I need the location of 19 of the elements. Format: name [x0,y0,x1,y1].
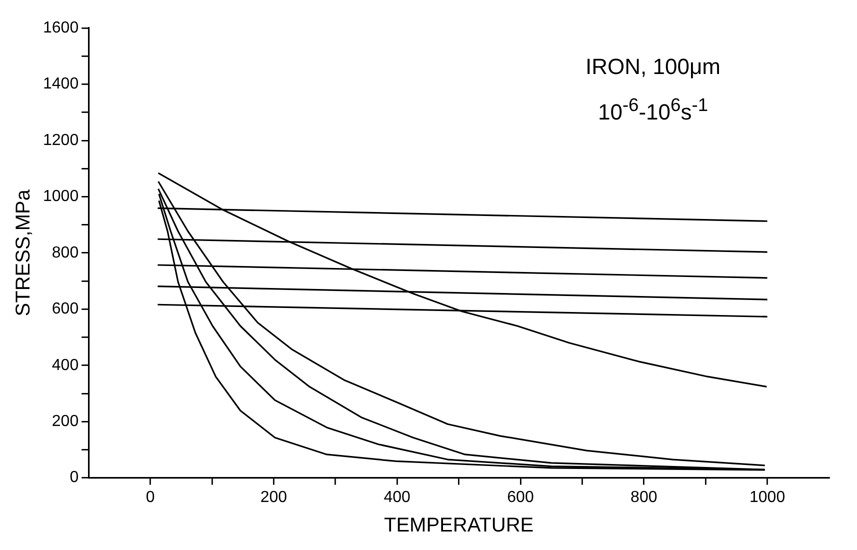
annotation: 10$^{-6}$-10$^{6}$s$^{-1}$ [596,93,710,126]
x-axis-title: TEMPERATURE [384,514,534,537]
y-tick-label: 1000 [43,188,79,206]
y-tick-label: 0 [70,469,79,486]
x-tick-label: 600 [507,488,534,506]
y-tick-label: 1600 [43,19,79,36]
y-tick-label: 1200 [43,132,79,149]
y-axis-title: STRESS,MPa [12,188,35,316]
annotation: IRON, 100μm [584,53,722,81]
x-tick-label: 1000 [750,488,786,506]
x-tick-label: 400 [384,488,411,506]
x-tick-label: 0 [146,488,155,506]
y-tick-label: 400 [52,356,79,374]
x-tick-label: 800 [630,488,658,506]
x-tick-label: 200 [260,488,288,506]
y-tick-label: 200 [52,412,79,430]
y-tick-label: 800 [52,244,79,262]
y-tick-label: 600 [52,300,79,318]
y-tick-label: 1400 [43,76,79,93]
